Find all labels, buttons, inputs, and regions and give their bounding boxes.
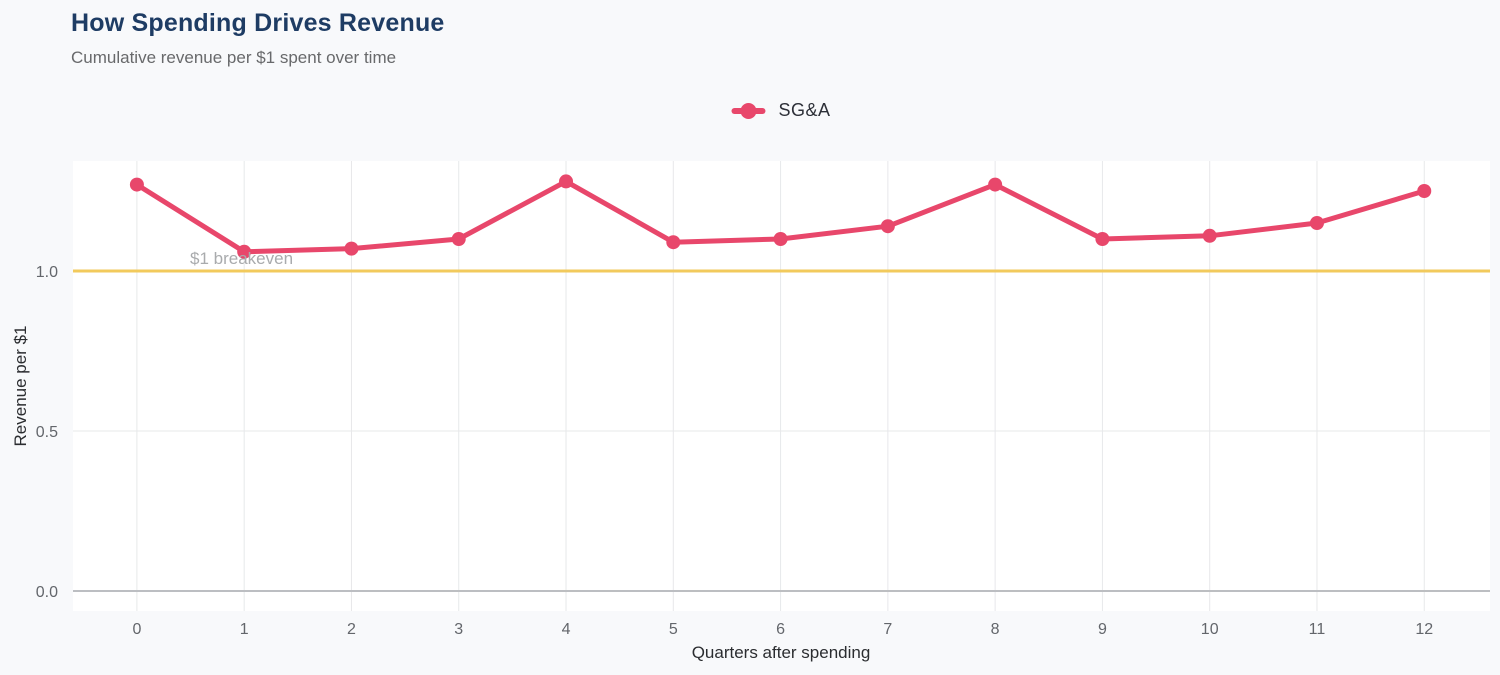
x-tick-labels: 0 1 2 3 4 5 6 7 8 9 10 11 12 [132,621,1433,638]
data-point[interactable] [1309,216,1324,230]
svg-text:1: 1 [240,621,249,638]
data-point[interactable] [1095,232,1110,246]
svg-text:0: 0 [132,621,141,638]
data-point[interactable] [1202,228,1217,243]
svg-text:2: 2 [347,621,356,638]
svg-text:11: 11 [1309,621,1326,638]
data-point[interactable] [988,177,1003,192]
svg-text:1.0: 1.0 [36,264,58,281]
data-point[interactable] [129,177,144,192]
svg-text:0.0: 0.0 [36,584,58,601]
x-axis-title: Quarters after spending [691,643,871,662]
data-point[interactable] [880,219,895,234]
svg-text:4: 4 [562,621,571,638]
svg-text:6: 6 [776,621,785,638]
data-point[interactable] [773,232,788,246]
svg-text:9: 9 [1098,621,1107,638]
svg-text:12: 12 [1415,621,1433,638]
y-tick-labels: 0.0 0.5 1.0 [36,264,58,601]
data-point[interactable] [451,232,466,246]
page-title: How Spending Drives Revenue [71,9,445,37]
chart-subtitle: Cumulative revenue per $1 spent over tim… [71,48,397,67]
breakeven-annotation: $1 breakeven [190,249,294,268]
data-point[interactable] [1417,184,1432,198]
y-axis-title: Revenue per $1 [11,325,30,447]
svg-text:8: 8 [991,621,1000,638]
legend-dot-icon [740,102,757,119]
svg-text:5: 5 [669,621,678,638]
svg-text:0.5: 0.5 [36,424,58,441]
data-point[interactable] [559,174,574,189]
data-point[interactable] [237,244,252,259]
svg-text:10: 10 [1201,621,1219,638]
svg-text:7: 7 [883,621,892,638]
svg-text:3: 3 [454,621,463,638]
legend-label-sga: SG&A [778,100,831,120]
data-point[interactable] [344,241,359,256]
legend-line-marker-icon [731,102,766,119]
legend[interactable]: SG&A [731,100,830,121]
series-markers[interactable] [129,174,1432,259]
data-point[interactable] [666,235,681,250]
